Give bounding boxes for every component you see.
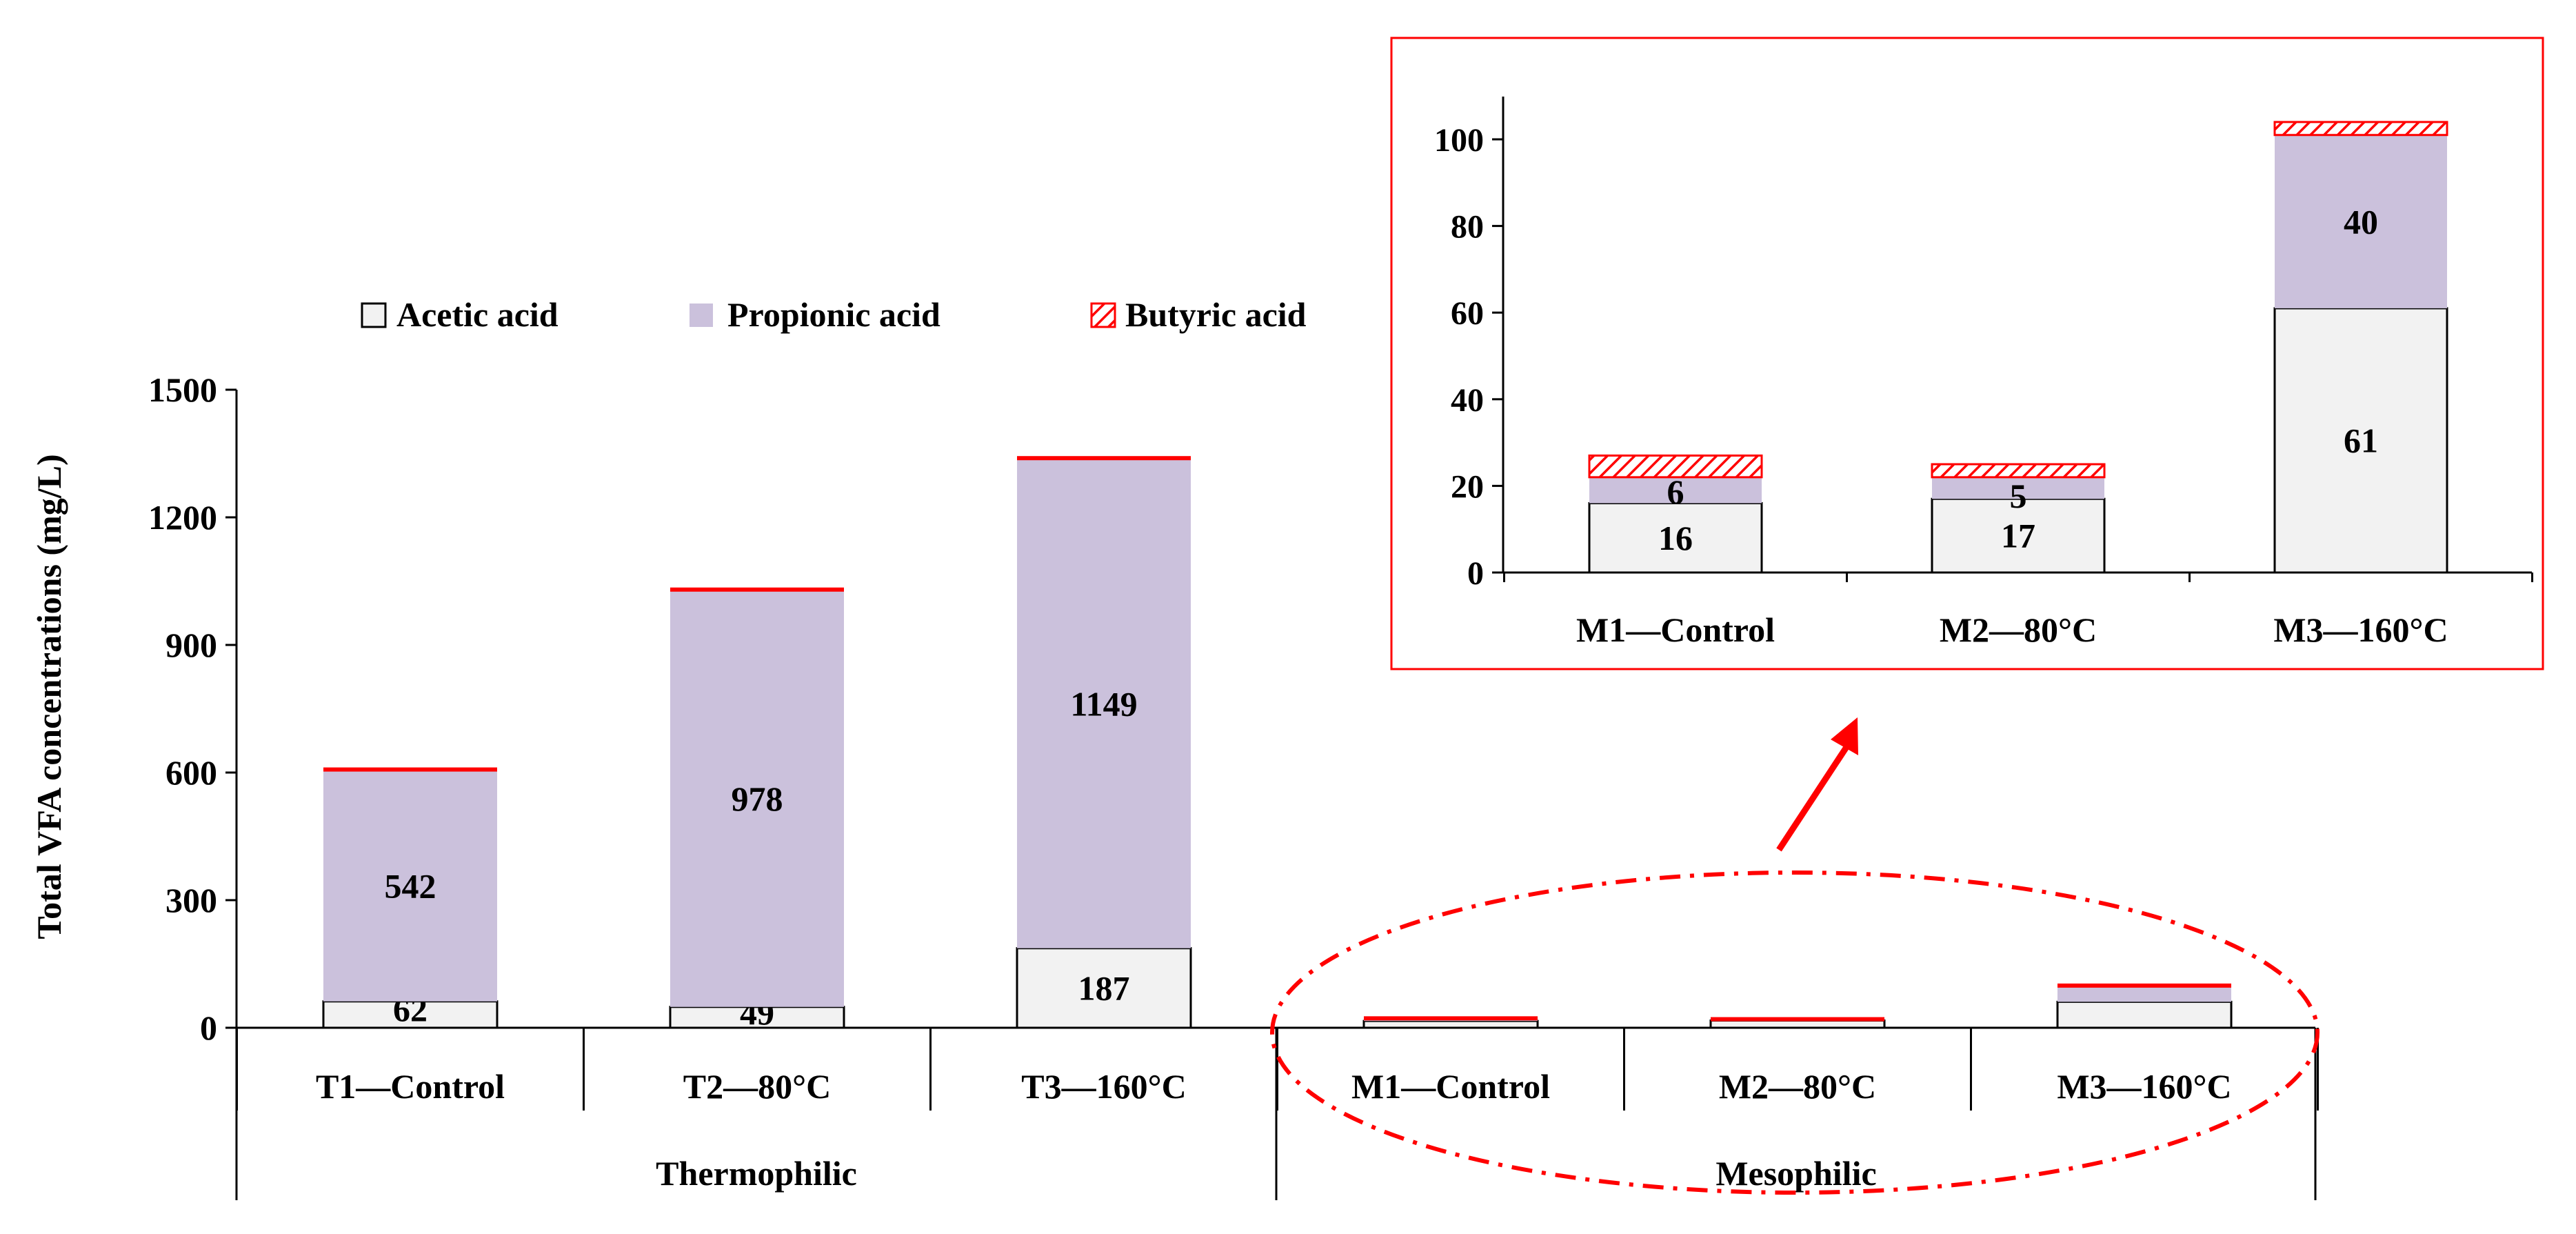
y-tick-label: 300 <box>165 881 217 919</box>
data-label-acetic: 61 <box>2344 421 2378 459</box>
data-label-propionic: 6 <box>1667 472 1684 511</box>
y-tick-label: 0 <box>200 1008 217 1047</box>
bar-butyric <box>1017 456 1191 461</box>
y-tick-label: 900 <box>165 626 217 664</box>
bar-propionic <box>2275 135 2447 308</box>
legend-label-butyric: Butyric acid <box>1125 295 1307 334</box>
y-tick-label: 60 <box>1451 295 1484 332</box>
data-label-acetic: 16 <box>1658 519 1693 557</box>
bar-butyric <box>670 587 844 592</box>
group-label: Thermophilic <box>656 1154 857 1193</box>
category-label: M1—Control <box>1351 1067 1550 1106</box>
mesophilic-highlight-ellipse <box>1270 870 2320 1195</box>
bar-butyric <box>1588 454 1763 479</box>
legend: Acetic acid Propionic acid Butyric acid <box>361 295 1307 334</box>
bar-propionic <box>670 590 844 1007</box>
category-label: T3—160°C <box>1021 1067 1186 1106</box>
bar-acetic <box>322 1000 499 1029</box>
inset-category-axis: M1—Control M2—80°C M3—160°C <box>1503 573 2533 649</box>
data-label-propionic: 40 <box>2344 202 2378 241</box>
inset-bars: 16 6 175 61 40 <box>1588 121 2448 574</box>
bar-butyric <box>2273 121 2448 137</box>
data-label-propionic: 978 <box>732 779 783 818</box>
bar-acetic <box>1709 1019 1886 1029</box>
legend-label-acetic: Acetic acid <box>396 295 559 334</box>
bar-propionic <box>1589 477 1762 504</box>
y-tick-label: 1500 <box>148 370 217 409</box>
main-y-ticks: 0 300 600 900 1200 1500 <box>148 370 237 1047</box>
y-tick-label: 1200 <box>148 498 217 537</box>
bar-propionic <box>323 770 497 1002</box>
category-label: M1—Control <box>1576 610 1775 649</box>
group-label: Mesophilic <box>1715 1154 1876 1193</box>
category-label: M3—160°C <box>2273 610 2448 649</box>
category-label: T1—Control <box>316 1067 505 1106</box>
bar-butyric <box>1711 1017 1884 1022</box>
category-label: M2—80°C <box>1719 1067 1876 1106</box>
bar-propionic <box>1017 459 1191 948</box>
legend-label-propionic: Propionic acid <box>727 295 940 334</box>
main-y-axis-label: Total VFA concentrations (mg/L) <box>30 454 68 939</box>
data-label-propionic: 5 <box>2010 477 2027 515</box>
legend-swatch-acetic <box>361 302 387 328</box>
y-tick-label: 0 <box>1467 555 1484 592</box>
y-tick-label: 40 <box>1451 382 1484 419</box>
bar-acetic <box>2273 307 2448 574</box>
zoom-arrow <box>1776 743 1851 852</box>
bar-butyric <box>1931 463 2106 479</box>
category-label: M3—160°C <box>2057 1067 2231 1106</box>
legend-swatch-propionic <box>690 303 713 327</box>
inset-y-ticks: 0 20 40 60 80 100 <box>1434 122 1503 592</box>
bar-acetic <box>2056 1000 2233 1029</box>
main-category-axis: T1—Control T2—80°C T3—160°C M1—Control M2—80… <box>235 1028 2319 1200</box>
y-tick-label: 600 <box>165 753 217 792</box>
bar-butyric <box>1364 1016 1538 1021</box>
main-chart: Total VFA concentrations (mg/L) 0 300 600 9… <box>30 370 2319 1200</box>
data-label-propionic: 542 <box>385 867 436 906</box>
bar-butyric <box>323 767 497 772</box>
data-label-acetic: 187 <box>1078 968 1130 1007</box>
bar-acetic <box>1362 1019 1539 1029</box>
bar-butyric <box>2057 983 2231 988</box>
bar-acetic <box>1588 502 1763 574</box>
legend-swatch-butyric <box>1090 302 1116 328</box>
y-tick-label: 80 <box>1451 209 1484 246</box>
category-label: M2—80°C <box>1940 610 2097 649</box>
inset-chart: 0 20 40 60 80 100 16 6 175 61 40 M1—Control M2—80°… <box>1390 37 2544 670</box>
bar-acetic <box>669 1006 845 1029</box>
y-tick-label: 20 <box>1451 468 1484 505</box>
bar-propionic <box>1932 477 2104 499</box>
zoom-arrow-head <box>1831 717 1858 755</box>
data-label-propionic: 1149 <box>1070 684 1137 723</box>
y-tick-label: 100 <box>1434 122 1484 159</box>
zoom-annotation <box>1270 717 2320 1195</box>
data-label-acetic: 17 <box>2001 517 2035 555</box>
category-label: T2—80°C <box>683 1067 831 1106</box>
